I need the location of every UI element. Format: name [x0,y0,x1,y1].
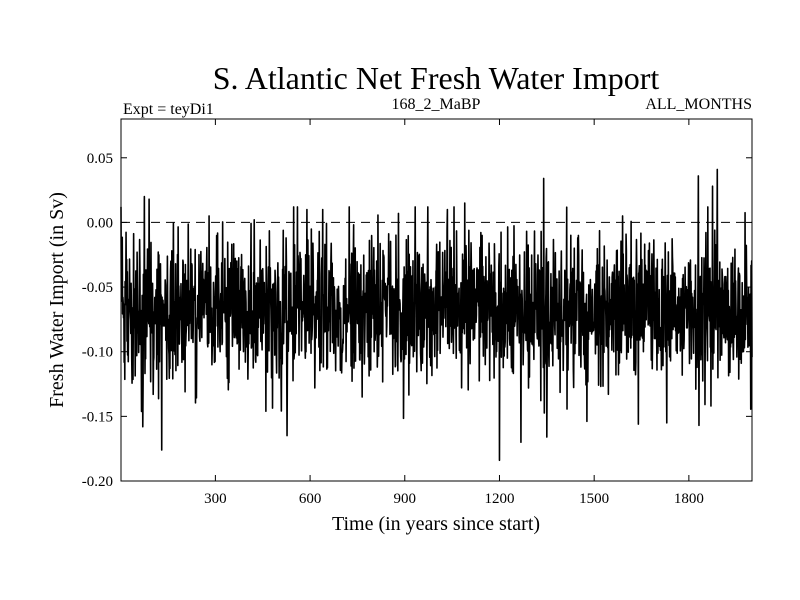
x-axis: 300 600 900 1200 1500 1800 [204,119,704,507]
y-tick-label: -0.10 [82,345,113,361]
y-tick-label: 0.05 [87,151,113,167]
x-tick-label: 600 [299,491,322,507]
series-layer [120,168,753,462]
x-tick-label: 900 [394,491,417,507]
y-axis: -0.20 -0.15 -0.10 -0.05 0.00 0.05 [82,151,752,490]
chart-title: S. Atlantic Net Fresh Water Import [213,60,660,96]
subtitle-months: ALL_MONTHS [645,96,752,113]
x-tick-label: 1500 [579,491,609,507]
x-tick-label: 1200 [484,491,514,507]
x-tick-label: 300 [204,491,227,507]
y-tick-label: -0.15 [82,409,113,425]
subtitle-experiment: Expt = teyDi1 [123,101,214,118]
fresh-water-import-series-line [120,168,753,462]
subtitle-period: 168_2_MaBP [392,96,481,113]
y-tick-label: -0.20 [82,474,113,490]
y-tick-label: -0.05 [82,280,113,296]
y-tick-label: 0.00 [87,215,113,231]
x-tick-label: 1800 [674,491,704,507]
plot-frame [120,118,753,482]
x-axis-label: Time (in years since start) [332,513,540,535]
y-axis-label: Fresh Water Import (in Sv) [46,192,68,408]
